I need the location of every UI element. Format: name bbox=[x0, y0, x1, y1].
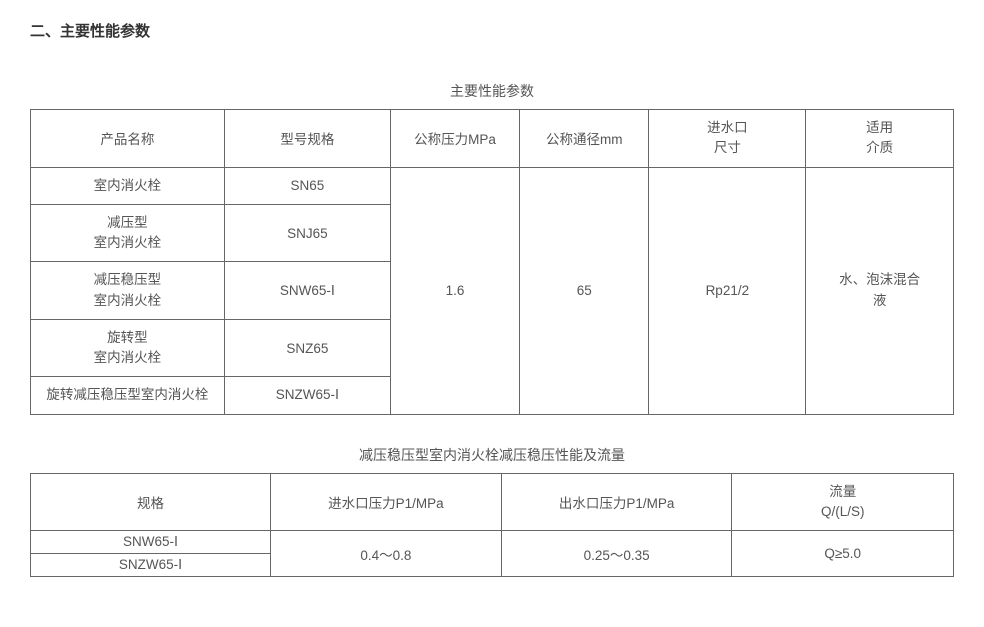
col-medium-line1: 适用 bbox=[812, 118, 947, 138]
cell-name-line1: 旋转型 bbox=[37, 328, 218, 348]
cell-product-name: 旋转型 室内消火栓 bbox=[31, 319, 225, 377]
col-model-spec: 型号规格 bbox=[224, 110, 390, 168]
section-heading: 二、主要性能参数 bbox=[30, 20, 954, 41]
col-outlet-pressure: 出水口压力P1/MPa bbox=[501, 473, 732, 531]
table2-header-row: 规格 进水口压力P1/MPa 出水口压力P1/MPa 流量 Q/(L/S) bbox=[31, 473, 954, 531]
cell-pressure-merged: 1.6 bbox=[390, 167, 519, 414]
col-product-name: 产品名称 bbox=[31, 110, 225, 168]
cell-model: SNZW65-Ⅰ bbox=[224, 377, 390, 414]
cell-name-line2: 室内消火栓 bbox=[37, 291, 218, 311]
cell-flow-merged: Q≥5.0 bbox=[732, 531, 954, 577]
col-nominal-diameter: 公称通径mm bbox=[520, 110, 649, 168]
cell-name-line2: 室内消火栓 bbox=[37, 348, 218, 368]
cell-model: SN65 bbox=[224, 167, 390, 204]
cell-outlet-pressure-merged: 0.25～0.35 bbox=[501, 531, 732, 577]
cell-medium-merged: 水、泡沫混合 液 bbox=[806, 167, 954, 414]
col-medium-line2: 介质 bbox=[812, 138, 947, 158]
cell-name-line1: 室内消火栓 bbox=[37, 176, 218, 196]
cell-name-line1: 减压稳压型 bbox=[37, 270, 218, 290]
cell-diameter-merged: 65 bbox=[520, 167, 649, 414]
cell-product-name: 室内消火栓 bbox=[31, 167, 225, 204]
col-flow-line2: Q/(L/S) bbox=[738, 502, 947, 522]
col-inlet-pressure: 进水口压力P1/MPa bbox=[270, 473, 501, 531]
table1-caption: 主要性能参数 bbox=[30, 81, 954, 101]
col-inlet-size-line1: 进水口 bbox=[655, 118, 799, 138]
table1-header-row: 产品名称 型号规格 公称压力MPa 公称通径mm 进水口 尺寸 适用 介质 bbox=[31, 110, 954, 168]
cell-name-line1: 减压型 bbox=[37, 213, 218, 233]
col-inlet-size-line2: 尺寸 bbox=[655, 138, 799, 158]
cell-spec: SNZW65-Ⅰ bbox=[31, 554, 271, 577]
cell-product-name: 减压型 室内消火栓 bbox=[31, 204, 225, 262]
col-spec: 规格 bbox=[31, 473, 271, 531]
cell-inlet-merged: Rp21/2 bbox=[649, 167, 806, 414]
col-medium: 适用 介质 bbox=[806, 110, 954, 168]
cell-medium-line1: 水、泡沫混合 bbox=[812, 270, 947, 290]
col-nominal-pressure: 公称压力MPa bbox=[390, 110, 519, 168]
table2-caption: 减压稳压型室内消火栓减压稳压性能及流量 bbox=[30, 445, 954, 465]
table-pressure-flow: 规格 进水口压力P1/MPa 出水口压力P1/MPa 流量 Q/(L/S) SN… bbox=[30, 473, 954, 578]
cell-model: SNZ65 bbox=[224, 319, 390, 377]
table2-row: SNW65-Ⅰ 0.4～0.8 0.25～0.35 Q≥5.0 bbox=[31, 531, 954, 554]
cell-product-name: 旋转减压稳压型室内消火栓 bbox=[31, 377, 225, 414]
table1-row: 室内消火栓 SN65 1.6 65 Rp21/2 水、泡沫混合 液 bbox=[31, 167, 954, 204]
cell-product-name: 减压稳压型 室内消火栓 bbox=[31, 262, 225, 320]
cell-name-line2: 室内消火栓 bbox=[37, 233, 218, 253]
cell-name-line1: 旋转减压稳压型室内消火栓 bbox=[37, 385, 218, 405]
col-flow: 流量 Q/(L/S) bbox=[732, 473, 954, 531]
cell-inlet-pressure-merged: 0.4～0.8 bbox=[270, 531, 501, 577]
col-inlet-size: 进水口 尺寸 bbox=[649, 110, 806, 168]
col-flow-line1: 流量 bbox=[738, 482, 947, 502]
cell-medium-line2: 液 bbox=[812, 291, 947, 311]
table-main-parameters: 产品名称 型号规格 公称压力MPa 公称通径mm 进水口 尺寸 适用 介质 室内… bbox=[30, 109, 954, 415]
cell-model: SNJ65 bbox=[224, 204, 390, 262]
cell-spec: SNW65-Ⅰ bbox=[31, 531, 271, 554]
cell-model: SNW65-Ⅰ bbox=[224, 262, 390, 320]
